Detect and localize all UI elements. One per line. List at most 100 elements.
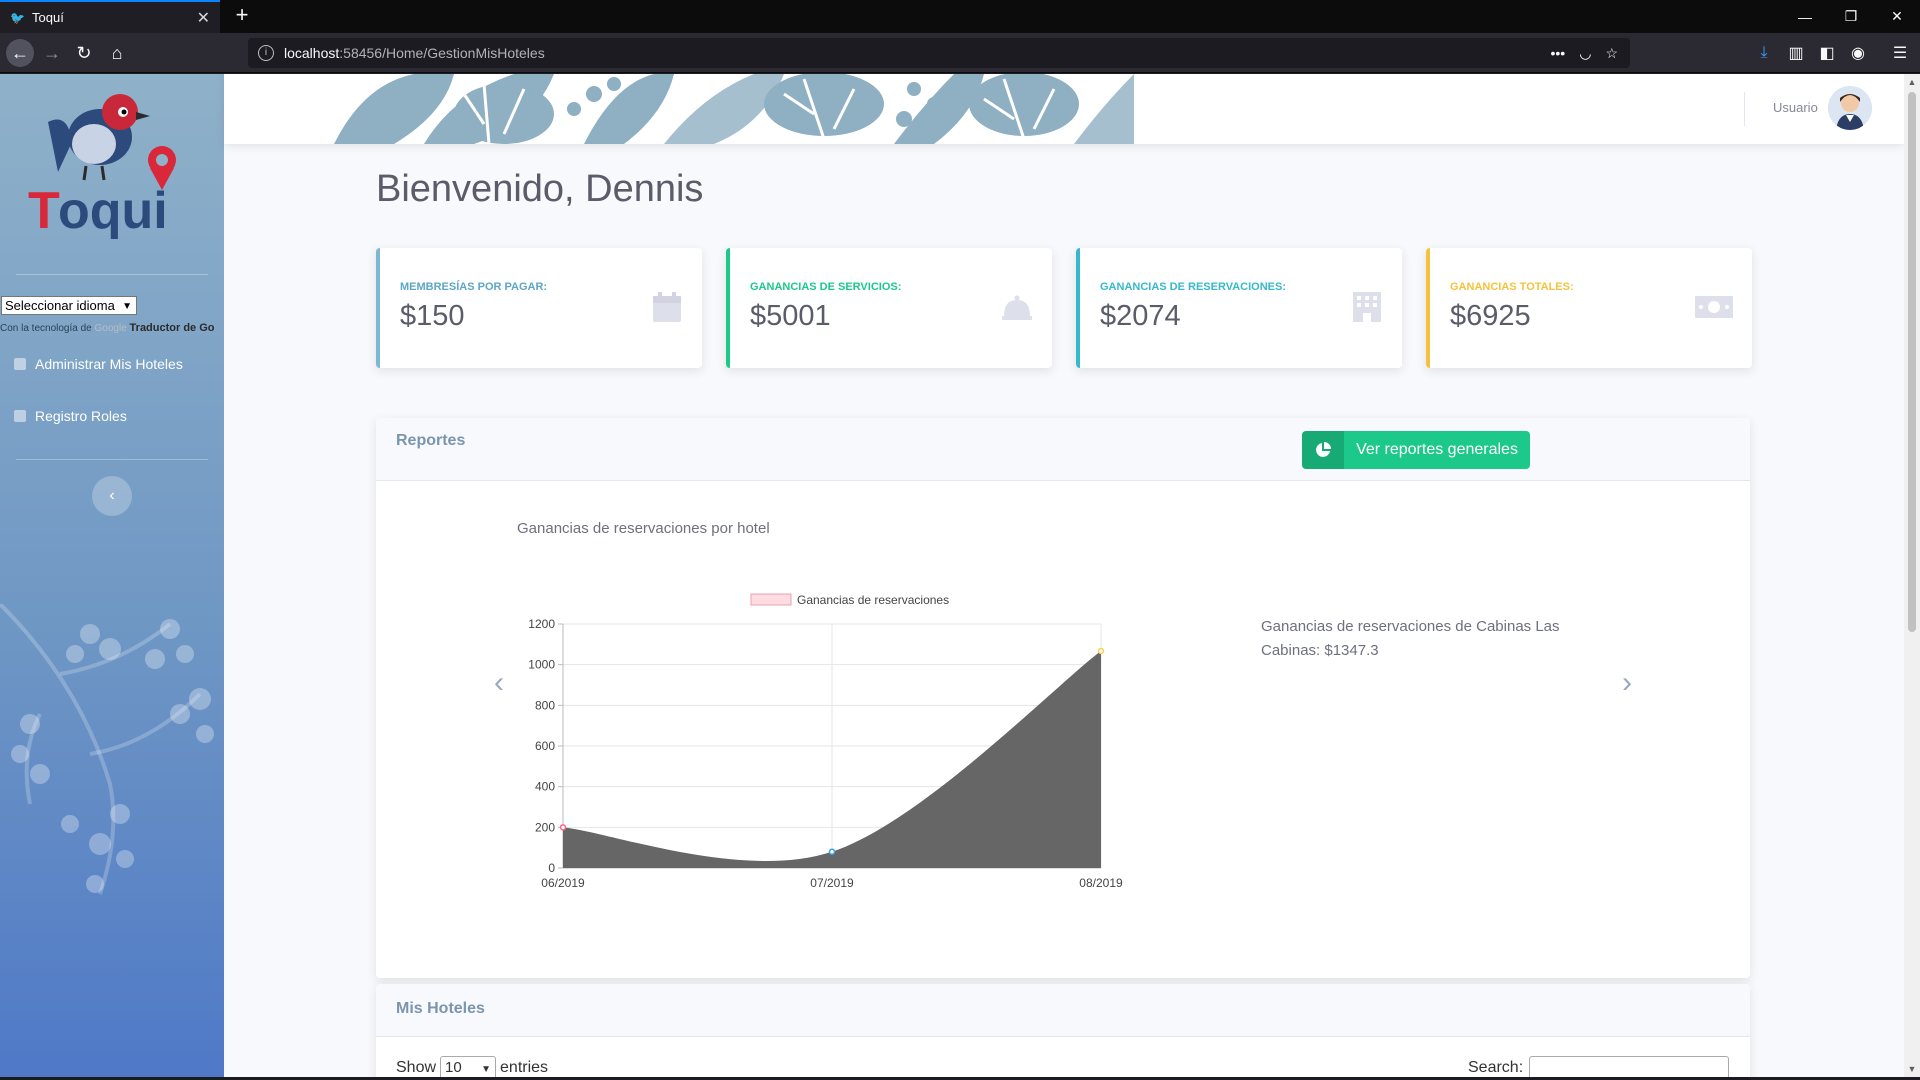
carousel-prev-icon[interactable]: ‹ bbox=[494, 666, 504, 699]
show-label: Show bbox=[396, 1059, 437, 1076]
page-viewport: T oqui Seleccionar idioma ▼ Con la tecno… bbox=[0, 74, 1920, 1077]
scroll-up-icon[interactable]: ▲ bbox=[1907, 77, 1917, 87]
menu-icon[interactable]: ☰ bbox=[1892, 45, 1908, 62]
reservations-area-chart: Ganancias de reservaciones 0 200 400 600 800… bbox=[528, 593, 1123, 890]
card-label: Ganancias de servicios: bbox=[750, 281, 902, 293]
data-point bbox=[1097, 647, 1105, 655]
search-input[interactable] bbox=[1529, 1056, 1730, 1077]
scroll-thumb[interactable] bbox=[1908, 92, 1916, 632]
google-logo-text: Google bbox=[94, 323, 127, 334]
url-path: :58456/Home/GestionMisHoteles bbox=[339, 45, 545, 61]
url-bar[interactable]: i localhost :58456/Home/GestionMisHotele… bbox=[248, 38, 1630, 68]
stat-card-membresias: Membresías por pagar: $150 bbox=[376, 248, 702, 368]
new-tab-icon[interactable]: + bbox=[235, 2, 249, 27]
y-tick-label: 400 bbox=[535, 780, 555, 794]
topbar: Usuario bbox=[224, 74, 1904, 144]
minimize-icon[interactable]: — bbox=[1798, 8, 1812, 25]
building-icon bbox=[1353, 292, 1381, 322]
toqui-logo[interactable]: T oqui bbox=[28, 82, 188, 242]
card-label: Ganancias de reservaciones: bbox=[1100, 281, 1287, 293]
y-tick-label: 800 bbox=[535, 698, 555, 712]
x-tick-label: 06/2019 bbox=[541, 876, 585, 890]
page-title: Bienvenido, Dennis bbox=[376, 168, 704, 210]
pocket-icon[interactable]: ◡ bbox=[1579, 44, 1592, 61]
search-label: Search: bbox=[1468, 1059, 1524, 1076]
url-host: localhost bbox=[284, 45, 340, 61]
sidebar-item-registro-roles[interactable]: Registro Roles bbox=[14, 408, 127, 424]
card-value: $6925 bbox=[1450, 300, 1531, 332]
scroll-down-icon[interactable]: ▼ bbox=[1907, 1064, 1917, 1074]
bird-favicon-icon: 🐦 bbox=[10, 10, 25, 25]
sidebar-toggle-icon[interactable]: ◧ bbox=[1819, 45, 1835, 62]
chevron-down-icon: ▼ bbox=[481, 1064, 492, 1075]
hotels-panel-header: Mis Hoteles bbox=[376, 984, 1750, 1037]
data-point bbox=[559, 824, 567, 831]
sidebar-item-administrar-hoteles[interactable]: Administrar Mis Hoteles bbox=[14, 356, 183, 372]
translate-link[interactable]: Traductor de Go bbox=[129, 322, 215, 334]
library-icon[interactable]: ▥ bbox=[1788, 45, 1804, 62]
x-axis-ticks: 06/2019 07/2019 08/2019 bbox=[541, 876, 1123, 890]
page-actions-icon[interactable]: ••• bbox=[1550, 45, 1566, 61]
sidebar-item-label: Administrar Mis Hoteles bbox=[35, 356, 183, 372]
leaf-banner-icon bbox=[334, 74, 1134, 144]
card-value: $150 bbox=[400, 300, 465, 332]
list-icon bbox=[14, 358, 26, 370]
language-select[interactable]: Seleccionar idioma ▼ bbox=[1, 296, 137, 315]
y-tick-label: 0 bbox=[548, 861, 555, 875]
sidebar-item-label: Registro Roles bbox=[35, 408, 127, 424]
close-tab-icon[interactable]: ✕ bbox=[196, 9, 210, 27]
sidebar-divider bbox=[16, 274, 208, 275]
download-icon[interactable]: ⤓ bbox=[1760, 44, 1768, 61]
hotels-panel: Mis Hoteles Show 10 ▼ entries Search: bbox=[376, 984, 1750, 1077]
hotels-title: Mis Hoteles bbox=[396, 1000, 485, 1017]
carousel-next-icon[interactable]: › bbox=[1622, 666, 1632, 699]
account-icon[interactable]: ◉ bbox=[1851, 45, 1865, 62]
reports-title: Reportes bbox=[396, 432, 466, 449]
card-label: Membresías por pagar: bbox=[400, 281, 548, 293]
entries-length-control: Show 10 ▼ entries bbox=[396, 1056, 548, 1077]
stat-card-reservaciones: Ganancias de reservaciones: $2074 bbox=[1076, 248, 1402, 368]
topbar-divider bbox=[1744, 92, 1745, 126]
forward-arrow-icon[interactable]: → bbox=[43, 42, 61, 63]
card-value: $2074 bbox=[1100, 300, 1181, 332]
site-info-icon[interactable]: i bbox=[258, 45, 274, 61]
x-tick-label: 07/2019 bbox=[810, 876, 854, 890]
restore-icon[interactable]: ❐ bbox=[1844, 8, 1858, 24]
browser-tab-bar: 🐦 Toquí ✕ + — ❐ ✕ bbox=[0, 0, 1920, 33]
data-points[interactable] bbox=[559, 647, 1105, 855]
entries-select-value: 10 bbox=[445, 1059, 462, 1076]
sidebar-collapse-button[interactable]: ‹ bbox=[92, 476, 132, 516]
user-avatar[interactable] bbox=[1828, 86, 1872, 130]
svg-text:oqui: oqui bbox=[58, 182, 168, 240]
user-name[interactable]: Usuario bbox=[1773, 100, 1818, 115]
back-arrow-icon[interactable]: ← bbox=[6, 39, 34, 67]
area-series bbox=[563, 650, 1101, 868]
reload-icon[interactable]: ↻ bbox=[76, 42, 92, 63]
chart-legend[interactable]: Ganancias de reservaciones bbox=[750, 593, 949, 607]
entries-select[interactable]: 10 ▼ bbox=[440, 1056, 497, 1077]
y-tick-label: 600 bbox=[535, 739, 555, 753]
leaf-decoration-icon bbox=[0, 604, 214, 895]
y-tick-label: 1200 bbox=[528, 617, 555, 631]
sidebar-divider bbox=[16, 459, 208, 460]
bookmark-star-icon[interactable]: ☆ bbox=[1605, 44, 1618, 61]
general-reports-button[interactable]: Ver reportes generales bbox=[1302, 431, 1530, 469]
pie-chart-icon bbox=[1302, 431, 1344, 469]
sidebar: T oqui Seleccionar idioma ▼ Con la tecno… bbox=[0, 74, 224, 1077]
calendar-icon bbox=[653, 292, 681, 322]
legend-label: Ganancias de reservaciones bbox=[797, 593, 949, 607]
page-scrollbar[interactable]: ▲ ▼ bbox=[1904, 74, 1920, 1077]
close-window-icon[interactable]: ✕ bbox=[1891, 8, 1903, 24]
hotel-earnings-info: Ganancias de reservaciones de Cabinas La… bbox=[1261, 618, 1560, 659]
svg-text:T: T bbox=[28, 182, 60, 240]
home-icon[interactable]: ⌂ bbox=[111, 42, 123, 63]
data-point bbox=[828, 848, 836, 855]
chevron-down-icon: ▼ bbox=[122, 301, 132, 312]
browser-tab[interactable]: 🐦 Toquí ✕ bbox=[0, 0, 220, 33]
tab-title: Toquí bbox=[32, 10, 64, 25]
stat-card-servicios: Ganancias de servicios: $5001 bbox=[726, 248, 1052, 368]
money-icon bbox=[1695, 296, 1733, 318]
reports-panel-header: Reportes Ver reportes generales bbox=[376, 418, 1750, 481]
y-tick-label: 1000 bbox=[528, 658, 555, 672]
avatar-icon bbox=[1828, 86, 1872, 130]
